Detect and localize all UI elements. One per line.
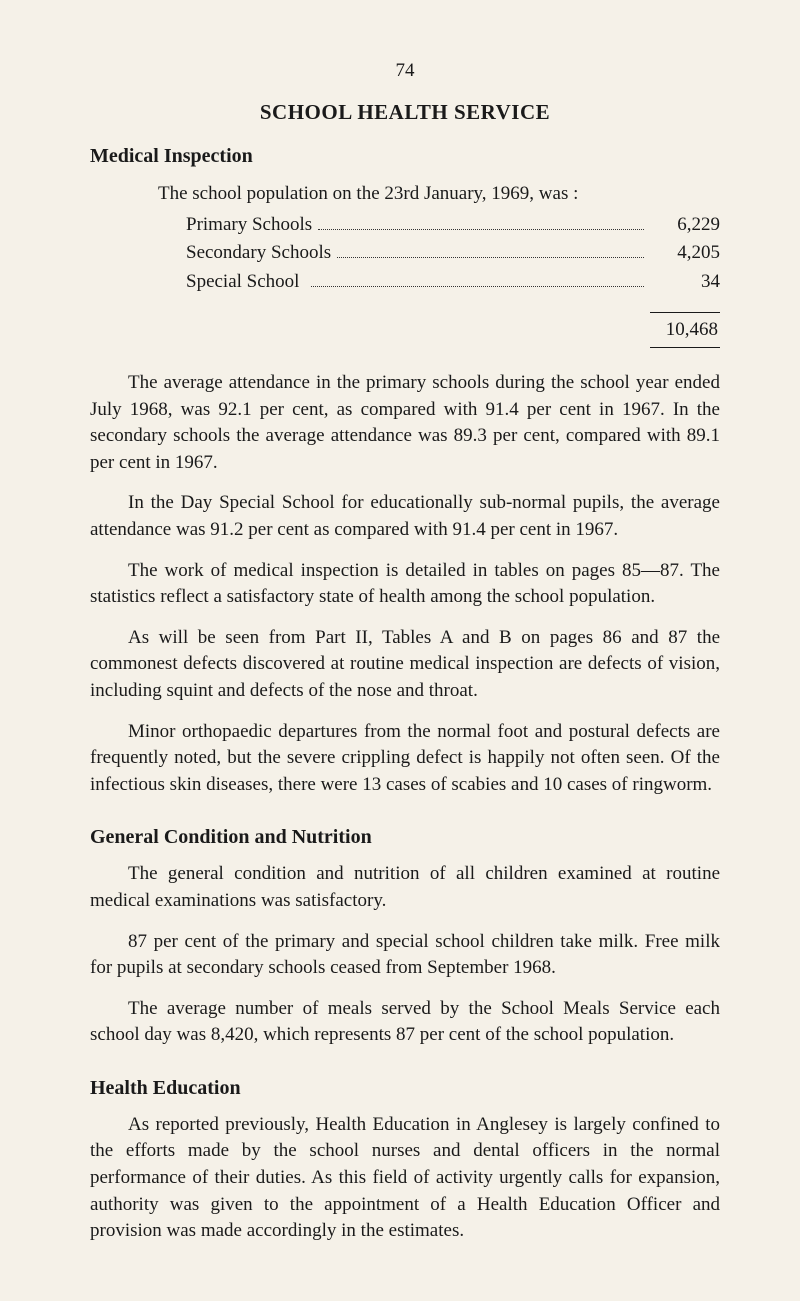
row-label: Special School: [186, 268, 299, 297]
page-number: 74: [90, 60, 720, 82]
section-heading-health-ed: Health Education: [90, 1077, 720, 1100]
total-value: 10,468: [650, 312, 720, 348]
paragraph: The work of medical inspection is detail…: [90, 558, 720, 611]
main-title: SCHOOL HEALTH SERVICE: [90, 100, 720, 125]
paragraph: As reported previously, Health Education…: [90, 1112, 720, 1245]
paragraph: The average attendance in the primary sc…: [90, 370, 720, 476]
row-label: Primary Schools: [186, 211, 312, 240]
row-label: Secondary Schools: [186, 239, 331, 268]
leader-dots: [337, 257, 644, 258]
paragraph: 87 per cent of the primary and special s…: [90, 929, 720, 982]
paragraph: The average number of meals served by th…: [90, 996, 720, 1049]
row-value: 4,205: [650, 239, 720, 268]
population-table: The school population on the 23rd Januar…: [158, 180, 720, 296]
paragraph: Minor orthopaedic departures from the no…: [90, 719, 720, 799]
paragraph: The general condition and nutrition of a…: [90, 861, 720, 914]
table-row: Special School 34: [186, 268, 720, 297]
total-row: 10,468: [90, 312, 720, 348]
section-heading-nutrition: General Condition and Nutrition: [90, 826, 720, 849]
paragraph: In the Day Special School for educationa…: [90, 490, 720, 543]
table-row: Secondary Schools 4,205: [186, 239, 720, 268]
population-intro: The school population on the 23rd Januar…: [158, 180, 720, 209]
table-row: Primary Schools 6,229: [186, 211, 720, 240]
leader-dots: [318, 229, 644, 230]
section-heading-medical: Medical Inspection: [90, 145, 720, 168]
row-value: 6,229: [650, 211, 720, 240]
row-value: 34: [650, 268, 720, 297]
paragraph: As will be seen from Part II, Tables A a…: [90, 625, 720, 705]
leader-dots: [311, 286, 644, 287]
